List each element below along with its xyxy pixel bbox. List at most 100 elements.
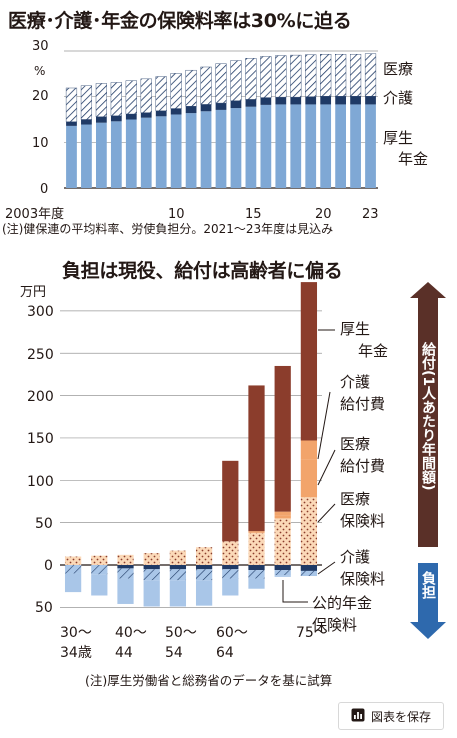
top-bar-pension: [245, 106, 257, 188]
top-legend-care: 介護: [383, 89, 413, 107]
top-chart: 30 % 20 10 0 2003年度 10 15 20 23 医療 介護 厚生…: [2, 39, 428, 236]
bottom-tick-0: 0: [44, 558, 53, 574]
bottom-bar-medical-premium: [195, 547, 213, 565]
label-med-benefit-1: 医療: [340, 435, 370, 453]
top-bar-medical: [364, 53, 377, 97]
bottom-bar-public-pension: [91, 574, 108, 596]
bottom-bar-care-premium: [195, 565, 213, 570]
top-x-label-10: 10: [168, 207, 185, 222]
top-bar-pension: [320, 104, 332, 188]
label-med-premium-1: 医療: [340, 490, 370, 508]
top-bar-pension: [170, 114, 182, 188]
top-bar-pension: [95, 122, 107, 188]
x-group-60-line2: 64: [216, 645, 234, 661]
top-bar-medical: [349, 53, 362, 97]
bottom-bar-public-pension: [222, 578, 239, 596]
top-bar-care: [110, 115, 122, 122]
label-med-premium-2: 保険料: [340, 512, 385, 530]
bottom-chart-title: 負担は現役、給付は高齢者に偏る: [62, 260, 343, 282]
top-bar-medical: [275, 55, 287, 98]
label-public-pension-2: 保険料: [312, 616, 357, 634]
label-public-pension-1: 公的年金: [312, 594, 372, 612]
label-med-benefit-2: 給付費: [340, 457, 385, 475]
top-unit-30: 30: [32, 39, 49, 54]
top-tick-10: 10: [32, 136, 49, 151]
bottom-tick-50: 50: [35, 516, 53, 532]
top-bar-medical: [200, 66, 212, 105]
top-x-label-15: 15: [245, 207, 262, 222]
bottom-tick-150: 150: [27, 431, 54, 447]
bottom-bar-care-premium: [248, 565, 265, 571]
top-bar-medical: [290, 54, 302, 98]
bottom-bars: [64, 282, 318, 607]
top-bar-pension: [290, 104, 302, 188]
bottom-bar-care-premium: [222, 565, 239, 570]
bottom-unit: 万円: [20, 285, 46, 300]
top-bar-pension: [365, 104, 376, 188]
top-bar-care: [81, 119, 92, 125]
label-care-premium-2: 保険料: [340, 570, 385, 588]
top-x-label-2003: 2003年度: [5, 206, 64, 222]
top-chart-title: 医療･介護･年金の保険料率は30%に迫る: [8, 10, 352, 32]
top-bar-care: [320, 96, 332, 105]
bottom-tick-250: 250: [27, 347, 54, 363]
leader-public-pension: [282, 580, 308, 603]
bottom-tick-neg50: 50: [35, 600, 53, 616]
save-chart-button[interactable]: 図表を保存: [338, 702, 444, 730]
bottom-bar-medical-premium: [222, 541, 239, 565]
bottom-bar-care-premium: [274, 565, 291, 571]
top-bar-medical: [230, 60, 242, 101]
top-bar-care: [125, 114, 137, 120]
burden-band: [410, 563, 446, 639]
x-group-50-line2: 54: [165, 645, 183, 661]
top-note: (注)健保連の平均料率、労使負担分。2021～23年度は見込み: [2, 221, 333, 236]
bottom-bar-medical-premium: [300, 497, 318, 565]
top-bar-medical: [185, 69, 197, 107]
top-bar-pension: [81, 124, 92, 188]
bottom-tick-200: 200: [27, 389, 54, 405]
bottom-bar-care-premium: [300, 565, 318, 571]
bottom-tick-100: 100: [27, 474, 54, 490]
top-legend-pension-2: 年金: [398, 150, 428, 168]
top-bar-pension: [275, 104, 287, 188]
bottom-bar-medical-benefit: [274, 515, 291, 519]
top-bar-care: [305, 96, 317, 105]
top-bar-care: [200, 104, 212, 112]
top-unit-percent: %: [34, 64, 45, 78]
x-group-30-line2: 34歳: [60, 645, 92, 661]
benefit-band-label: 給付(1人あたり年間額): [420, 341, 437, 490]
bottom-note: (注)厚生労働省と総務省のデータを基に試算: [85, 673, 332, 688]
label-pension-2: 年金: [358, 342, 388, 360]
bottom-bar-public-pension: [195, 580, 213, 606]
bottom-bar-medical-premium: [143, 553, 160, 565]
top-bar-care: [275, 97, 287, 105]
bottom-bar-medical-burden: [169, 569, 187, 581]
bottom-bar-pension: [222, 460, 239, 542]
bottom-bar-medical-burden: [195, 569, 213, 581]
top-bar-care: [290, 97, 302, 105]
bottom-bar-public-pension: [169, 580, 187, 607]
bottom-bar-care-benefit: [274, 511, 291, 516]
top-bar-medical: [260, 56, 272, 98]
bottom-bar-medical-premium: [274, 518, 291, 565]
top-bar-medical: [215, 63, 227, 104]
bottom-bar-medical-benefit: [300, 459, 318, 498]
top-bar-care: [95, 116, 107, 123]
leader-care-benefit: [317, 391, 331, 460]
top-bar-pension: [185, 113, 197, 188]
bottom-bar-public-pension: [143, 580, 160, 607]
top-bar-medical: [140, 78, 152, 113]
top-x-label-23: 23: [362, 207, 379, 222]
bottom-bar-medical-burden: [248, 570, 265, 579]
label-care-premium-1: 介護: [340, 548, 370, 566]
top-bar-care: [365, 96, 376, 105]
leader-care-premium: [317, 561, 336, 575]
top-bar-medical: [125, 80, 137, 115]
top-bar-medical: [65, 87, 78, 122]
bottom-bar-pension: [274, 365, 291, 512]
bottom-bar-public-pension: [274, 575, 291, 577]
bottom-bar-medical-burden: [143, 569, 160, 581]
top-bar-medical: [110, 82, 122, 117]
top-bar-pension: [200, 111, 212, 188]
top-bar-pension: [335, 104, 347, 188]
